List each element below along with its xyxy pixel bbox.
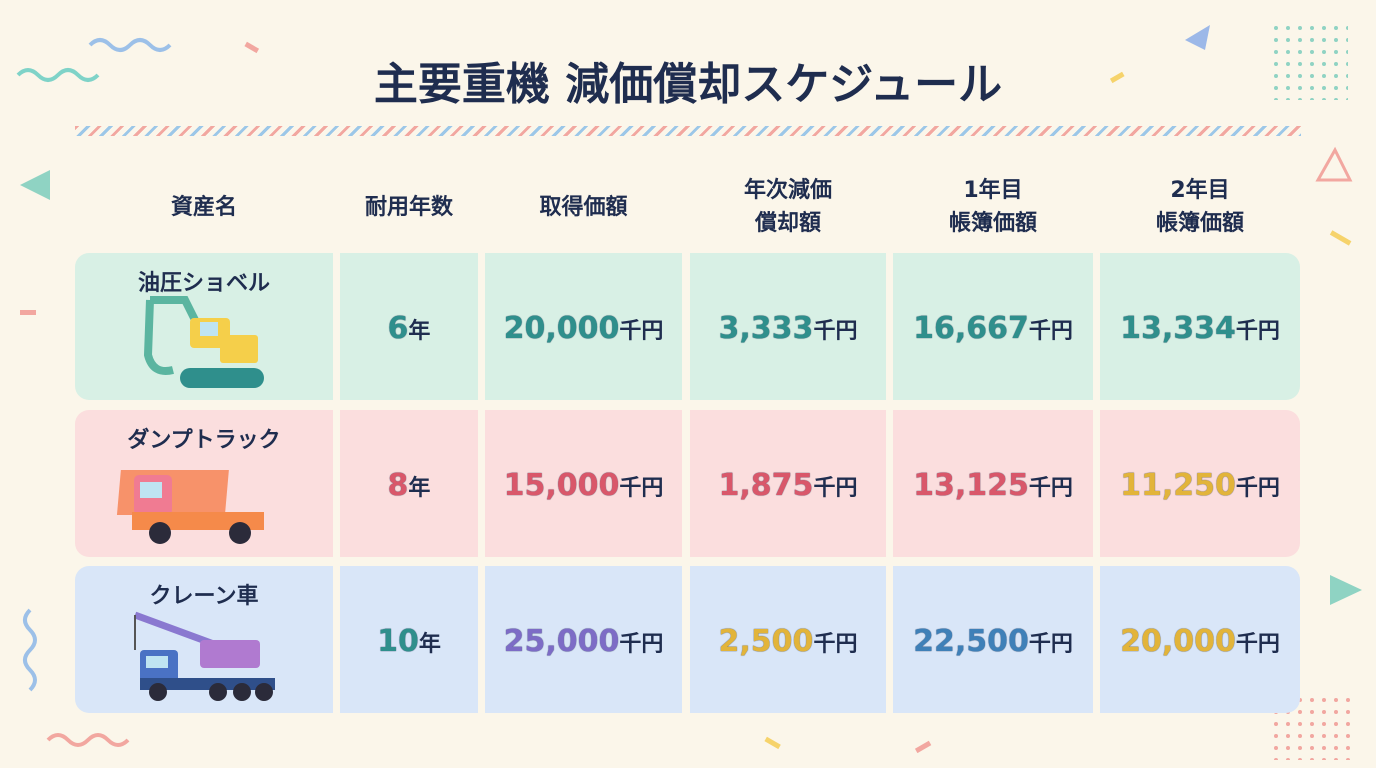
cell-value: 13,125千円: [913, 468, 1073, 503]
number: 11,250: [1120, 468, 1236, 503]
number: 13,125: [913, 468, 1029, 503]
column-header: 取得価額: [485, 172, 682, 242]
title: 主要重機 減価償却スケジュール: [373, 59, 1003, 110]
asset-name: ダンプトラック: [127, 428, 281, 453]
number: 3,333: [718, 311, 814, 346]
value-cell: 6年: [340, 253, 478, 400]
unit: 年: [408, 319, 431, 344]
unit: 千円: [619, 319, 664, 344]
divider: [75, 126, 1301, 136]
number: 6: [387, 311, 409, 346]
column-header: 年次減価 償却額: [690, 172, 886, 242]
value-cell: 8年: [340, 410, 478, 557]
unit: 年: [418, 632, 441, 657]
value-cell: 15,000千円: [485, 410, 682, 557]
number: 25,000: [503, 624, 620, 659]
number: 22,500: [913, 624, 1029, 659]
header-line: 取得価額: [539, 194, 628, 220]
cell-value: 20,000千円: [504, 311, 664, 346]
cell-value: 1,875千円: [719, 468, 858, 503]
column-header: 2年目帳簿価額: [1100, 172, 1300, 242]
number: 13,334: [1120, 311, 1236, 346]
value-cell: 20,000千円: [485, 253, 682, 400]
value-cell: 1,875千円: [690, 410, 886, 557]
header-line: 1年目: [963, 178, 1023, 203]
cell-value: 15,000千円: [504, 468, 664, 503]
header-line: 耐用年数: [364, 194, 453, 220]
header-line: 帳簿価額: [948, 211, 1037, 236]
value-cell: 10年: [340, 566, 478, 713]
number: 2,500: [718, 624, 814, 659]
unit: 千円: [1235, 632, 1280, 657]
number: 16,667: [913, 311, 1029, 346]
asset-name: クレーン車: [149, 584, 259, 609]
value-cell: 13,334千円: [1100, 253, 1300, 400]
value-cell: 25,000千円: [485, 566, 682, 713]
column-header: 1年目帳簿価額: [893, 172, 1093, 242]
unit: 千円: [619, 476, 664, 501]
header-line: 2年目: [1170, 178, 1230, 203]
cell-value: 6年: [388, 311, 431, 346]
unit: 千円: [1028, 319, 1073, 344]
value-cell: 11,250千円: [1100, 410, 1300, 557]
unit: 年: [408, 476, 431, 501]
value-cell: 22,500千円: [893, 566, 1093, 713]
value-cell: 3,333千円: [690, 253, 886, 400]
header-line: 帳簿価額: [1155, 211, 1244, 236]
cell-value: 25,000千円: [504, 624, 664, 659]
value-cell: 16,667千円: [893, 253, 1093, 400]
cell-value: 10年: [377, 624, 441, 659]
header-line: 年次減価: [743, 178, 832, 203]
cell-value: 20,000千円: [1120, 624, 1280, 659]
unit: 千円: [813, 476, 858, 501]
unit: 千円: [1235, 319, 1280, 344]
cell-value: 16,667千円: [913, 311, 1073, 346]
unit: 千円: [1235, 476, 1280, 501]
value-cell: 2,500千円: [690, 566, 886, 713]
column-header: 資産名: [75, 172, 333, 242]
cell-value: 22,500千円: [913, 624, 1073, 659]
number: 8: [387, 468, 409, 503]
cell-value: 3,333千円: [719, 311, 858, 346]
value-cell: 13,125千円: [893, 410, 1093, 557]
cell-value: 13,334千円: [1120, 311, 1280, 346]
unit: 千円: [813, 319, 858, 344]
number: 20,000: [503, 311, 620, 346]
unit: 千円: [1028, 476, 1073, 501]
number: 15,000: [503, 468, 620, 503]
header-line: 償却額: [754, 211, 821, 236]
number: 1,875: [718, 468, 814, 503]
unit: 千円: [813, 632, 858, 657]
number: 10: [377, 624, 419, 659]
number: 20,000: [1120, 624, 1236, 659]
cell-value: 8年: [388, 468, 431, 503]
asset-name: 油圧ショベル: [137, 271, 270, 296]
unit: 千円: [619, 632, 664, 657]
column-header: 耐用年数: [340, 172, 478, 242]
unit: 千円: [1028, 632, 1073, 657]
header-line: 資産名: [170, 194, 237, 220]
value-cell: 20,000千円: [1100, 566, 1300, 713]
cell-value: 11,250千円: [1120, 468, 1280, 503]
cell-value: 2,500千円: [719, 624, 858, 659]
